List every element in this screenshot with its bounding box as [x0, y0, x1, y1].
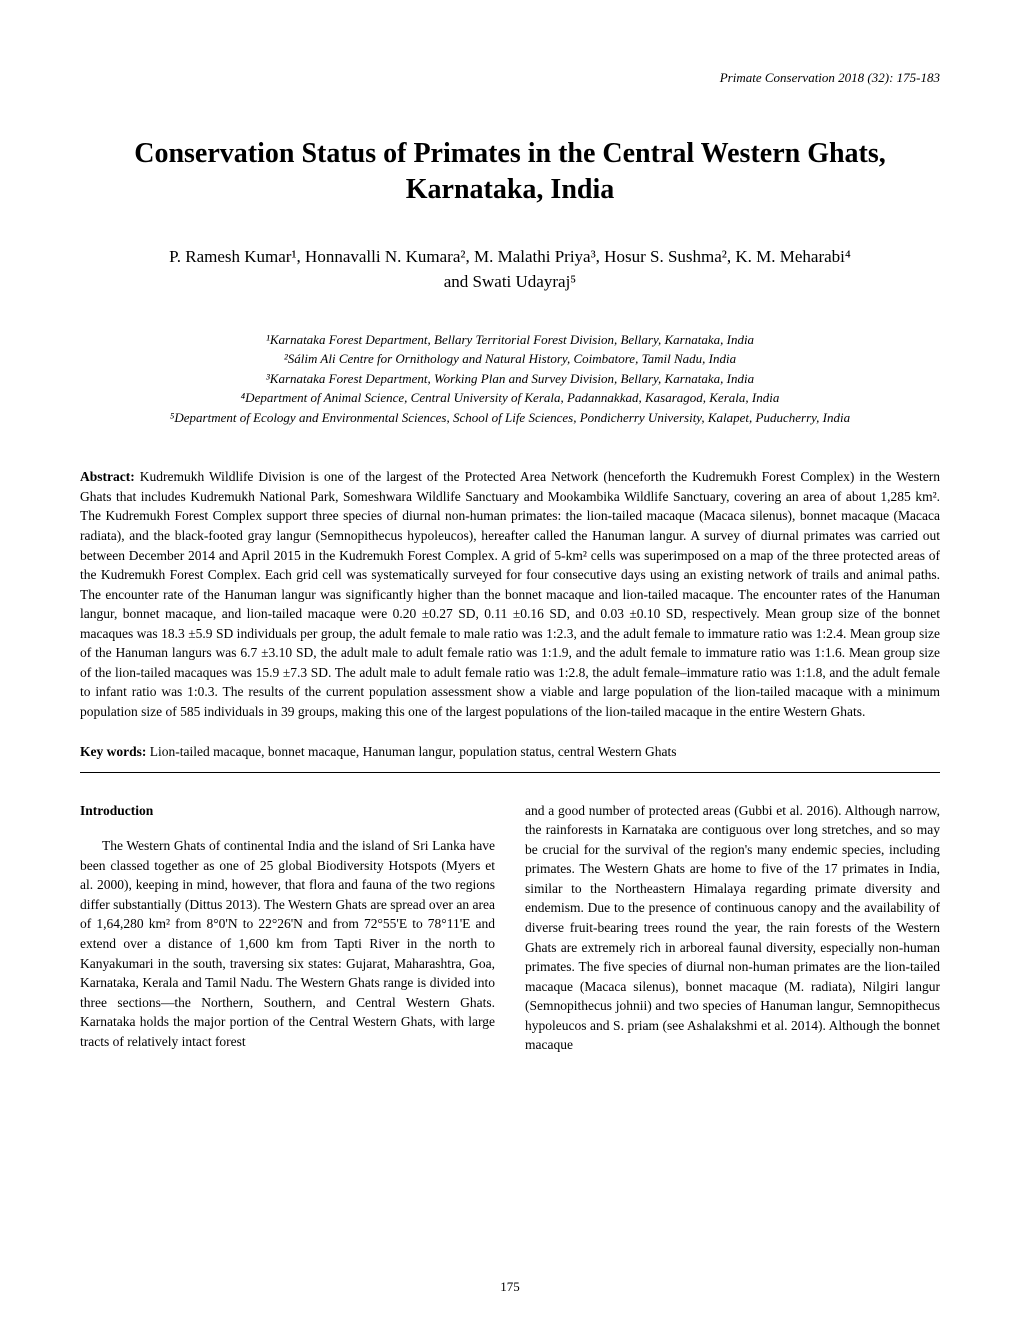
affiliation-4: ⁴Department of Animal Science, Central U…: [80, 388, 940, 408]
keywords-block: Key words: Lion-tailed macaque, bonnet m…: [80, 744, 940, 760]
header-citation: Primate Conservation 2018 (32): 175-183: [80, 70, 940, 86]
authors-line-2: and Swati Udayraj⁵: [80, 269, 940, 295]
affiliation-2: ²Sálim Ali Centre for Ornithology and Na…: [80, 349, 940, 369]
body-columns: Introduction The Western Ghats of contin…: [80, 801, 940, 1055]
authors-line-1: P. Ramesh Kumar¹, Honnavalli N. Kumara²,…: [80, 244, 940, 270]
paper-title: Conservation Status of Primates in the C…: [80, 136, 940, 209]
column-left: Introduction The Western Ghats of contin…: [80, 801, 495, 1055]
affiliations-block: ¹Karnataka Forest Department, Bellary Te…: [80, 330, 940, 428]
introduction-heading: Introduction: [80, 801, 495, 821]
affiliation-3: ³Karnataka Forest Department, Working Pl…: [80, 369, 940, 389]
affiliation-1: ¹Karnataka Forest Department, Bellary Te…: [80, 330, 940, 350]
section-divider: [80, 772, 940, 773]
affiliation-5: ⁵Department of Ecology and Environmental…: [80, 408, 940, 428]
page-number: 175: [500, 1279, 520, 1295]
keywords-label: Key words:: [80, 744, 146, 759]
abstract-block: Abstract: Kudremukh Wildlife Division is…: [80, 467, 940, 721]
keywords-text: Lion-tailed macaque, bonnet macaque, Han…: [146, 744, 676, 759]
authors-block: P. Ramesh Kumar¹, Honnavalli N. Kumara²,…: [80, 244, 940, 295]
introduction-text-col2: and a good number of protected areas (Gu…: [525, 801, 940, 1055]
citation-text: Primate Conservation 2018 (32): 175-183: [720, 70, 940, 85]
abstract-text: Kudremukh Wildlife Division is one of th…: [80, 469, 940, 719]
column-right: and a good number of protected areas (Gu…: [525, 801, 940, 1055]
introduction-text-col1: The Western Ghats of continental India a…: [80, 836, 495, 1051]
abstract-label: Abstract:: [80, 469, 135, 484]
